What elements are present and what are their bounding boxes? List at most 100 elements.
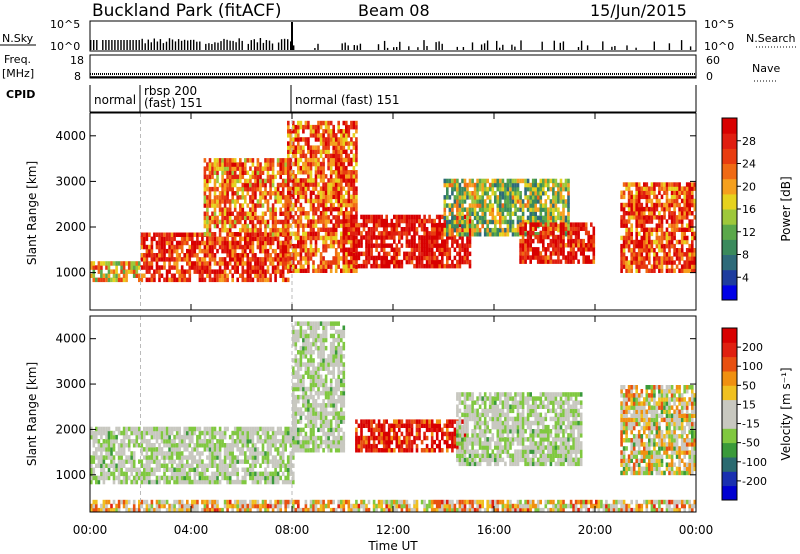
- echo-cell: [180, 273, 184, 278]
- date-label: 15/Jun/2015: [590, 1, 687, 20]
- echo-cell: [226, 195, 229, 200]
- echo-cell: [117, 459, 121, 464]
- echo-cell: [529, 219, 532, 225]
- echo-cell: [691, 231, 694, 237]
- echo-cell: [630, 248, 633, 253]
- echo-cell: [292, 264, 295, 269]
- echo-cell: [433, 235, 436, 240]
- echo-cell: [491, 232, 495, 237]
- echo-cell: [226, 232, 229, 237]
- echo-cell: [678, 211, 681, 216]
- echo-cell: [428, 259, 431, 265]
- echo-cell: [276, 199, 280, 204]
- echo-cell: [256, 240, 260, 246]
- echo-cell: [112, 430, 116, 436]
- echo-cell: [355, 174, 358, 179]
- echo-cell: [446, 251, 449, 257]
- echo-cell: [423, 263, 426, 269]
- echo-cell: [307, 124, 310, 130]
- echo-cell: [218, 158, 222, 163]
- echo-cell: [377, 218, 381, 224]
- echo-cell: [160, 265, 164, 270]
- echo-cell: [292, 366, 295, 371]
- echo-cell: [302, 350, 305, 355]
- echo-cell: [521, 215, 525, 221]
- echo-cell: [264, 232, 267, 237]
- echo-cell: [557, 247, 560, 252]
- echo-cell: [153, 471, 156, 477]
- echo-cell: [668, 268, 671, 273]
- echo-cell: [294, 149, 298, 154]
- echo-cell: [276, 426, 280, 432]
- echo-cell: [501, 195, 505, 200]
- echo-cell: [342, 137, 346, 142]
- echo-cell: [428, 255, 431, 261]
- echo-cell: [408, 214, 411, 220]
- echo-cell: [655, 227, 659, 232]
- echo-cell: [620, 206, 623, 212]
- echo-cell: [506, 232, 510, 237]
- echo-cell: [329, 141, 333, 146]
- echo-cell: [186, 434, 189, 440]
- echo-cell: [125, 455, 128, 460]
- nsky-bar: [317, 43, 319, 50]
- echo-cell: [201, 236, 204, 242]
- echo-cell: [117, 426, 121, 432]
- echo-cell: [145, 475, 149, 481]
- echo-cell: [410, 218, 414, 224]
- echo-cell: [158, 257, 161, 262]
- echo-cell: [423, 255, 426, 261]
- echo-cell: [509, 182, 512, 188]
- echo-cell: [165, 479, 169, 485]
- echo-cell: [501, 203, 505, 208]
- echo-cell: [148, 430, 151, 436]
- echo-cell: [627, 198, 631, 204]
- echo-cell: [304, 366, 308, 371]
- echo-cell: [183, 479, 186, 485]
- echo-cell: [473, 207, 477, 212]
- echo-cell: [254, 232, 257, 237]
- echo-cell: [150, 273, 154, 278]
- echo-cell: [145, 248, 149, 254]
- nsky-bar: [290, 41, 292, 50]
- echo-cell: [251, 434, 255, 440]
- echo-cell: [304, 153, 308, 159]
- echo-cell: [340, 178, 343, 183]
- echo-cell: [685, 260, 689, 265]
- echo-cell: [180, 240, 184, 246]
- echo-cell: [218, 257, 222, 262]
- echo-cell: [390, 231, 394, 236]
- echo-cell: [466, 182, 469, 188]
- echo-cell: [259, 195, 262, 200]
- echo-cell: [297, 215, 300, 220]
- echo-cell: [294, 415, 298, 420]
- echo-cell: [317, 264, 320, 269]
- echo-cell: [499, 232, 502, 237]
- echo-cell: [231, 219, 234, 225]
- echo-cell: [668, 256, 671, 261]
- echo-cell: [115, 463, 118, 468]
- echo-cell: [145, 232, 149, 237]
- echo-cell: [456, 195, 459, 200]
- echo-cell: [153, 426, 156, 432]
- echo-cell: [685, 182, 689, 187]
- echo-cell: [435, 239, 439, 244]
- echo-cell: [105, 434, 108, 440]
- echo-cell: [165, 269, 169, 274]
- echo-cell: [312, 186, 315, 191]
- echo-cell: [216, 162, 219, 167]
- echo-cell: [251, 439, 255, 444]
- echo-cell: [691, 239, 694, 245]
- echo-cell: [292, 341, 295, 347]
- echo-cell: [203, 232, 207, 237]
- echo-cell: [544, 178, 548, 184]
- nsky-bar: [386, 47, 389, 50]
- echo-cell: [211, 479, 214, 485]
- echo-cell: [393, 251, 396, 257]
- echo-cell: [355, 161, 358, 167]
- echo-cell: [352, 239, 356, 244]
- echo-cell: [289, 430, 293, 436]
- echo-cell: [173, 248, 176, 254]
- echo-cell: [350, 178, 353, 183]
- echo-cell: [198, 479, 202, 485]
